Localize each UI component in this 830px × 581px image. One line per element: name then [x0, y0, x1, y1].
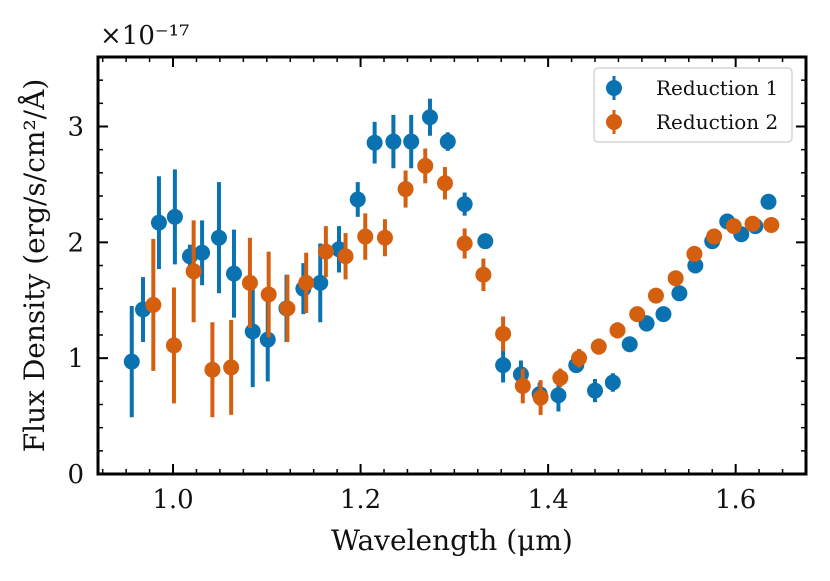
data-point [165, 337, 182, 354]
data-point [686, 245, 703, 262]
data-point [655, 306, 672, 323]
data-point [403, 133, 420, 150]
data-point [495, 357, 512, 374]
data-point [621, 336, 638, 353]
data-point [475, 266, 492, 283]
data-point [317, 243, 334, 260]
data-point [260, 286, 277, 303]
data-point [312, 274, 329, 291]
legend-item-reduction-2: Reduction 2 [606, 110, 778, 134]
y-tick-label: 3 [67, 113, 84, 143]
data-point [397, 181, 414, 198]
data-point [571, 350, 588, 367]
data-point [671, 285, 688, 302]
y-tick-label: 0 [67, 460, 84, 490]
data-point [667, 270, 684, 287]
legend-label-reduction-1: Reduction 1 [656, 76, 778, 100]
x-tick-label: 1.6 [715, 485, 756, 515]
data-point [706, 228, 723, 245]
data-point [194, 244, 211, 261]
data-point [532, 389, 549, 406]
data-point [225, 265, 242, 282]
data-point [385, 133, 402, 150]
data-point [241, 274, 258, 291]
data-point [298, 274, 315, 291]
data-point [550, 387, 567, 404]
data-point [763, 216, 780, 233]
data-point [590, 338, 607, 355]
data-marks [123, 98, 780, 418]
data-point [629, 306, 646, 323]
data-point [495, 325, 512, 342]
data-point [456, 196, 473, 213]
data-point [204, 361, 221, 378]
y-axis-title: Flux Density (erg/s/cm²/Å) [18, 79, 51, 453]
legend-marker-reduction-2 [606, 114, 622, 130]
data-point [166, 208, 183, 225]
data-point [150, 214, 167, 231]
data-point [259, 331, 276, 348]
data-point [477, 233, 494, 250]
data-point [376, 229, 393, 246]
data-point [349, 191, 366, 208]
data-point [609, 322, 626, 339]
x-tick-label: 1.4 [527, 485, 568, 515]
y-tick-label: 1 [67, 344, 84, 374]
data-point [725, 218, 742, 235]
data-point [647, 287, 664, 304]
legend-marker-reduction-1 [606, 80, 622, 96]
data-point [552, 369, 569, 386]
data-point [210, 229, 227, 246]
data-point [223, 359, 240, 376]
y-scale-exponent: ×10⁻¹⁷ [100, 21, 189, 51]
axis-ticks: 1.0 1.2 1.4 1.6 0 1 2 3 [67, 56, 807, 515]
series-reduction-1 [123, 98, 777, 418]
data-point [604, 374, 621, 391]
series-reduction-2 [145, 148, 780, 418]
data-point [436, 175, 453, 192]
data-point [185, 263, 202, 280]
data-point [244, 323, 261, 340]
data-point [337, 248, 354, 265]
legend-item-reduction-1: Reduction 1 [606, 76, 778, 100]
data-point [514, 377, 531, 394]
data-point [760, 193, 777, 210]
x-tick-label: 1.2 [340, 485, 381, 515]
data-point [421, 109, 438, 126]
legend-label-reduction-2: Reduction 2 [656, 110, 778, 134]
data-point [439, 133, 456, 150]
data-point [687, 257, 704, 274]
data-point [145, 296, 162, 313]
data-point [587, 382, 604, 399]
data-point [417, 157, 434, 174]
data-point [279, 300, 296, 317]
data-point [357, 228, 374, 245]
data-point [744, 215, 761, 232]
y-tick-label: 2 [67, 228, 84, 258]
data-point [123, 353, 140, 370]
legend: Reduction 1 Reduction 2 [593, 67, 793, 143]
data-point [456, 235, 473, 252]
x-tick-label: 1.0 [152, 485, 193, 515]
x-axis-title: Wavelength (μm) [331, 524, 573, 557]
data-point [366, 134, 383, 151]
legend-box [593, 67, 793, 143]
